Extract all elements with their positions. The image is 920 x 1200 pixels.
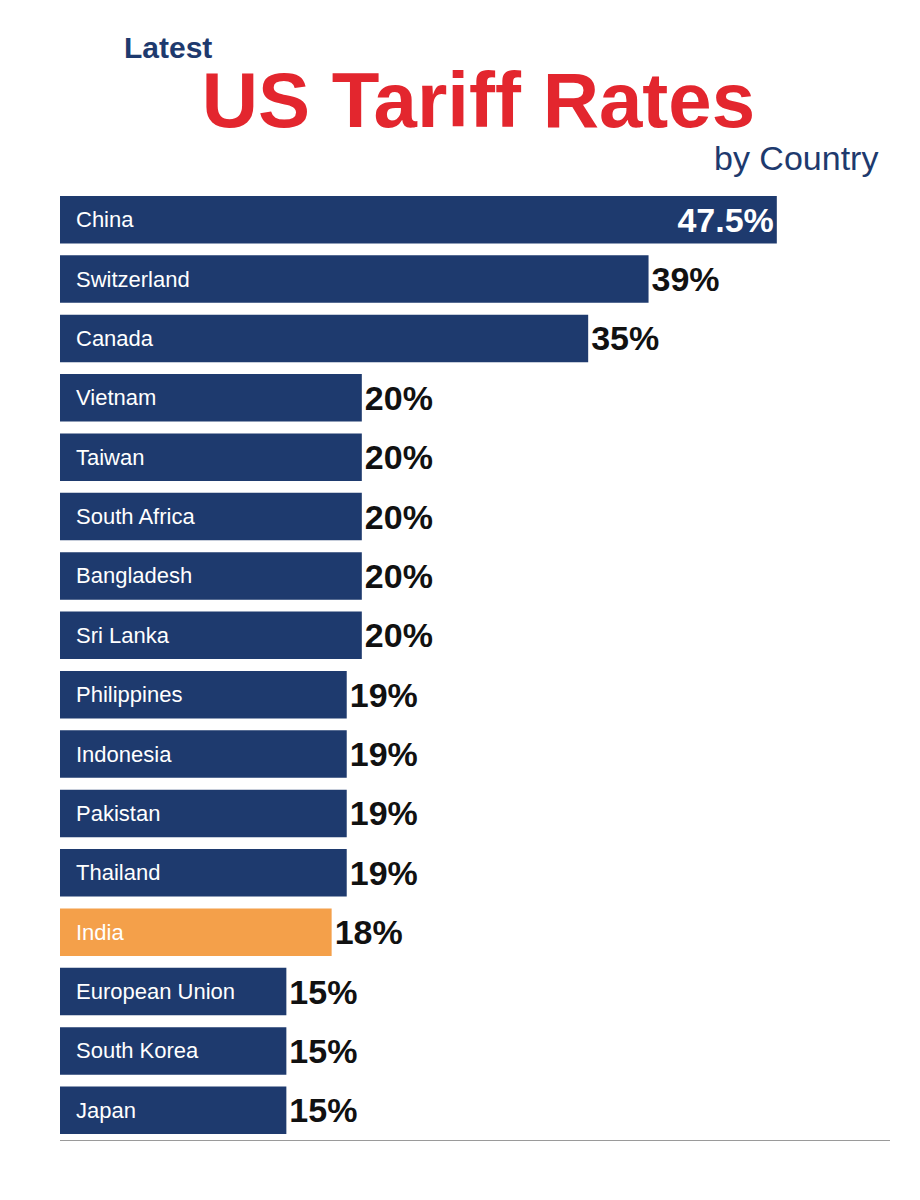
svg-text:European Union: European Union (76, 979, 235, 1004)
svg-text:18%: 18% (335, 913, 403, 951)
svg-text:47.5%: 47.5% (677, 201, 773, 239)
svg-text:Vietnam: Vietnam (76, 385, 156, 410)
svg-text:15%: 15% (289, 1032, 357, 1070)
svg-text:China: China (76, 207, 134, 232)
svg-text:20%: 20% (365, 557, 433, 595)
svg-text:Thailand: Thailand (76, 860, 160, 885)
svg-text:by Country: by Country (714, 139, 878, 177)
svg-text:Latest: Latest (124, 31, 212, 64)
svg-text:Switzerland: Switzerland (76, 267, 190, 292)
svg-text:35%: 35% (591, 319, 659, 357)
svg-text:20%: 20% (365, 498, 433, 536)
svg-text:19%: 19% (350, 735, 418, 773)
svg-text:Sri Lanka: Sri Lanka (76, 623, 170, 648)
svg-text:Philippines: Philippines (76, 682, 182, 707)
svg-text:19%: 19% (350, 676, 418, 714)
svg-text:20%: 20% (365, 616, 433, 654)
svg-text:South Korea: South Korea (76, 1038, 199, 1063)
svg-text:19%: 19% (350, 794, 418, 832)
svg-text:20%: 20% (365, 438, 433, 476)
svg-text:20%: 20% (365, 379, 433, 417)
svg-text:India: India (76, 920, 124, 945)
svg-text:Indonesia: Indonesia (76, 742, 172, 767)
svg-text:Japan: Japan (76, 1098, 136, 1123)
svg-text:15%: 15% (289, 1091, 357, 1129)
svg-text:US Tariff Rates: US Tariff Rates (202, 56, 755, 144)
svg-text:Bangladesh: Bangladesh (76, 563, 192, 588)
svg-text:Pakistan: Pakistan (76, 801, 160, 826)
svg-text:15%: 15% (289, 973, 357, 1011)
svg-text:39%: 39% (652, 260, 720, 298)
svg-text:19%: 19% (350, 854, 418, 892)
svg-text:South Africa: South Africa (76, 504, 195, 529)
svg-text:Taiwan: Taiwan (76, 445, 144, 470)
svg-text:Canada: Canada (76, 326, 154, 351)
